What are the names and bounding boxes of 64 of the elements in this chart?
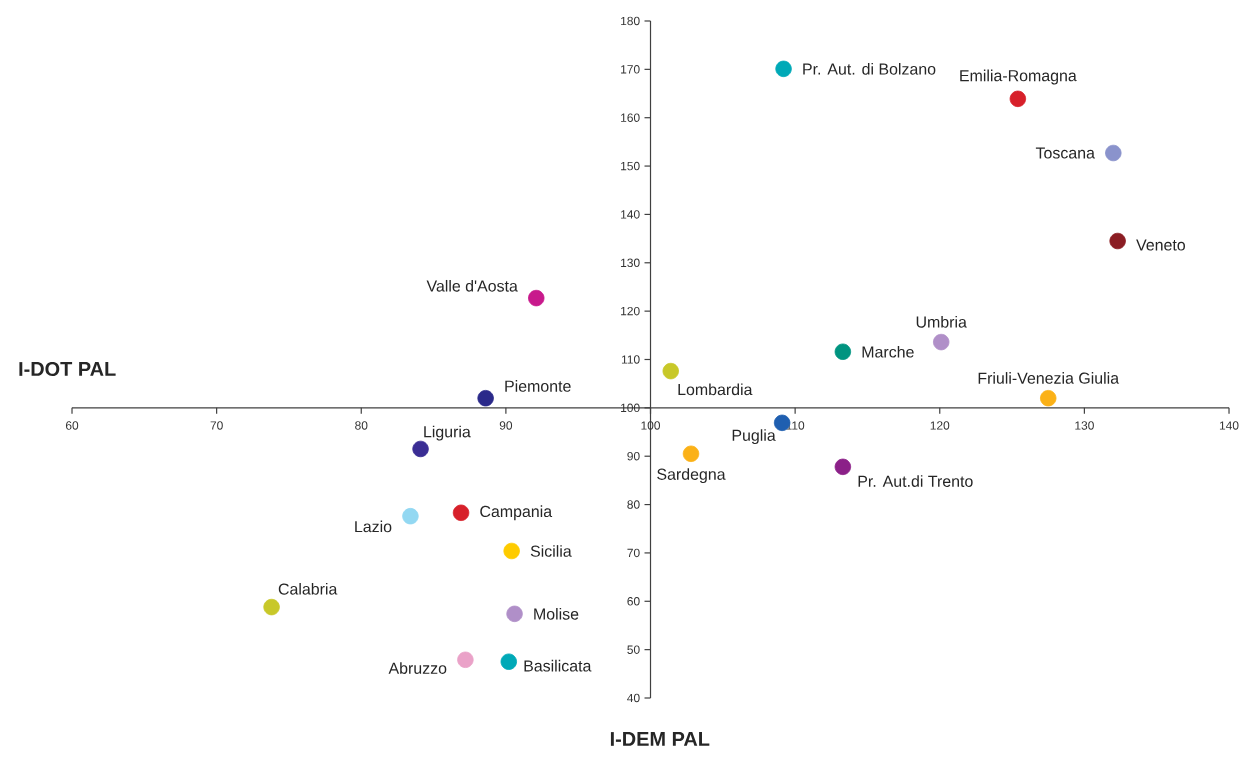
point [477,389,494,407]
y-tick-label: 40 [627,693,640,703]
point [933,333,950,351]
y-axis-title: I-DOT PAL [19,361,116,377]
series-label: Friuli-Venezia Giulia [978,372,1120,384]
x-tick-label: 140 [1219,421,1239,430]
series-label: Puglia [732,429,776,445]
point [402,507,419,525]
series-label: Marche [862,345,914,358]
series-label: Lombardia [678,383,753,396]
x-tick-label: 90 [499,421,513,430]
series-label: Basilicata [524,659,592,672]
point [1009,90,1027,108]
series-label: Sardegna [657,468,726,484]
point [1105,144,1122,162]
series-label: Sicilia [530,545,572,557]
y-tick-label: 170 [621,65,640,74]
series-label: Veneto [1136,239,1186,251]
point [1040,389,1057,407]
y-tick-label: 140 [621,210,640,219]
y-tick-label: 110 [621,355,640,364]
y-tick-label: 120 [621,306,640,316]
series-label: Abruzzo [388,662,447,674]
point [1109,232,1126,250]
point [263,598,280,616]
point [452,504,470,521]
series-label: Campania [480,505,553,521]
y-tick-label: 160 [621,113,640,122]
series-label: Umbria [916,315,967,328]
series-label: Piemonte [505,380,571,392]
point [528,289,545,307]
point [775,60,792,78]
y-tick-label: 70 [627,548,640,558]
point [500,653,517,670]
series-label: Liguria [424,425,471,441]
x-axis-title: I-DEM PAL [610,732,710,746]
x-tick-label: 130 [1075,421,1094,430]
series-label: Pr. Aut.di Trento [858,475,973,487]
point [457,651,474,668]
series-label: Pr. Aut. di Bolzano [803,63,936,75]
x-tick-label: 80 [355,421,368,430]
point [506,605,523,623]
y-tick-label: 60 [627,597,640,606]
y-tick-label: 50 [627,645,640,654]
point [834,458,852,476]
y-tick-label: 80 [627,500,640,509]
series-label: Valle d'Aosta [426,279,518,292]
point [412,440,429,458]
y-tick-label: 130 [621,258,640,268]
x-tick-label: 70 [210,421,223,430]
y-tick-label: 90 [627,451,640,461]
series-label: Lazio [355,520,392,533]
series-label: Toscana [1035,147,1095,159]
point [662,362,679,380]
y-tick-label: 180 [621,16,640,26]
point [682,445,700,462]
point [834,343,852,360]
series-label: Molise [534,607,579,620]
series-label: Emilia-Romagna [960,69,1077,85]
x-tick-label: 120 [930,421,950,430]
y-tick-label: 150 [621,161,640,171]
series-label: Calabria [278,582,338,595]
x-tick-label: 60 [65,421,79,430]
point [503,542,520,560]
